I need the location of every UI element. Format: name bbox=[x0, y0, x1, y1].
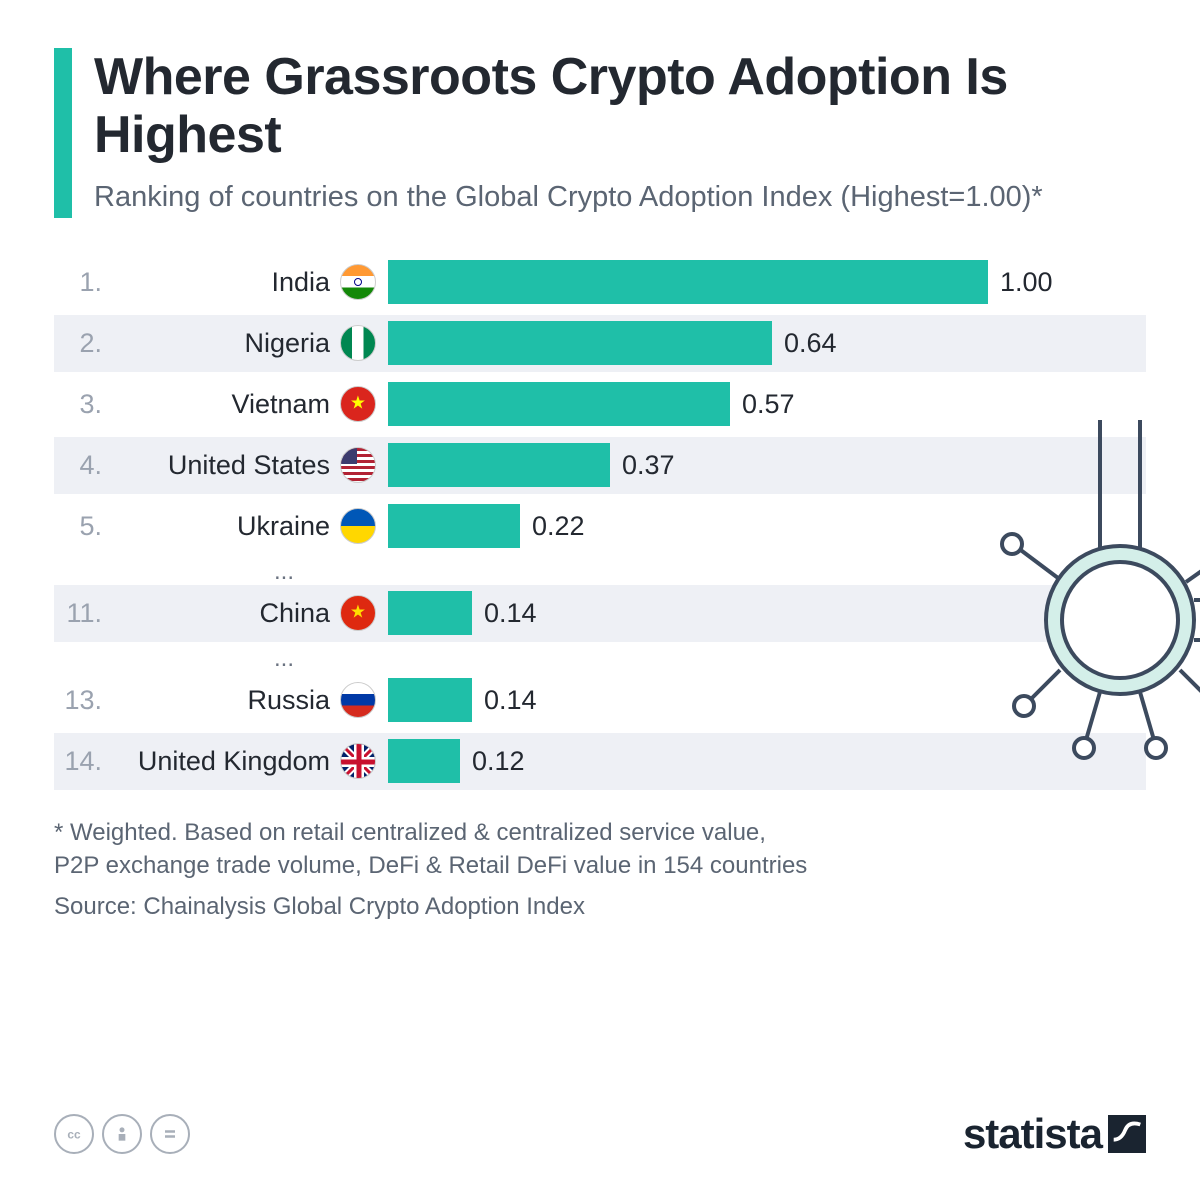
ellipsis-row: ... bbox=[54, 559, 1146, 585]
value-label: 0.22 bbox=[532, 511, 585, 542]
value-label: 1.00 bbox=[1000, 267, 1053, 298]
bar-chart: 1.India1.002.Nigeria0.643.Vietnam★0.574.… bbox=[54, 254, 1146, 790]
logo-mark-icon bbox=[1108, 1115, 1146, 1153]
footer: cc statista bbox=[54, 1110, 1146, 1158]
rank-label: 11. bbox=[54, 598, 110, 629]
ellipsis: ... bbox=[54, 645, 340, 673]
chart-row: 4.United States 0.37 bbox=[54, 437, 1146, 494]
flag-ua bbox=[340, 508, 376, 544]
nd-icon bbox=[150, 1114, 190, 1154]
country-label: Ukraine bbox=[110, 511, 340, 542]
flag-us bbox=[340, 447, 376, 483]
bar bbox=[388, 504, 520, 548]
country-label: Nigeria bbox=[110, 328, 340, 359]
by-icon bbox=[102, 1114, 142, 1154]
chart-row: 2.Nigeria 0.64 bbox=[54, 315, 1146, 372]
svg-text:cc: cc bbox=[67, 1128, 81, 1142]
rank-label: 14. bbox=[54, 746, 110, 777]
country-label: China bbox=[110, 598, 340, 629]
bar-wrap: 0.22 bbox=[388, 498, 1146, 555]
flag-gb bbox=[340, 743, 376, 779]
bar-wrap: 0.57 bbox=[388, 376, 1146, 433]
chart-row: 1.India 1.00 bbox=[54, 254, 1146, 311]
flag-vn: ★ bbox=[340, 386, 376, 422]
cc-icon: cc bbox=[54, 1114, 94, 1154]
bar bbox=[388, 591, 472, 635]
bar-wrap: 0.12 bbox=[388, 733, 1146, 790]
rank-label: 2. bbox=[54, 328, 110, 359]
value-label: 0.64 bbox=[784, 328, 837, 359]
country-label: Vietnam bbox=[110, 389, 340, 420]
header-block: Where Grassroots Crypto Adoption Is High… bbox=[54, 48, 1146, 218]
logo-text: statista bbox=[963, 1110, 1102, 1158]
chart-row: 11.China★ 0.14 bbox=[54, 585, 1146, 642]
rank-label: 1. bbox=[54, 267, 110, 298]
bar-wrap: 1.00 bbox=[388, 254, 1146, 311]
accent-bar bbox=[54, 48, 72, 218]
bar-wrap: 0.14 bbox=[388, 672, 1146, 729]
ellipsis-row: ... bbox=[54, 646, 1146, 672]
rank-label: 3. bbox=[54, 389, 110, 420]
source-line: Source: Chainalysis Global Crypto Adopti… bbox=[54, 893, 1146, 921]
flag-ng bbox=[340, 325, 376, 361]
footnote: * Weighted. Based on retail centralized … bbox=[54, 816, 1146, 883]
flag-ru bbox=[340, 682, 376, 718]
country-label: India bbox=[110, 267, 340, 298]
ellipsis: ... bbox=[54, 558, 340, 586]
bar-wrap: 0.37 bbox=[388, 437, 1146, 494]
bar bbox=[388, 678, 472, 722]
flag-in bbox=[340, 264, 376, 300]
header-text: Where Grassroots Crypto Adoption Is High… bbox=[94, 48, 1146, 218]
license-icons: cc bbox=[54, 1114, 190, 1154]
chart-row: 14.United Kingdom 0.12 bbox=[54, 733, 1146, 790]
bar-wrap: 0.64 bbox=[388, 315, 1146, 372]
bar bbox=[388, 443, 610, 487]
infographic-container: Where Grassroots Crypto Adoption Is High… bbox=[0, 0, 1200, 1200]
value-label: 0.14 bbox=[484, 685, 537, 716]
value-label: 0.57 bbox=[742, 389, 795, 420]
country-label: Russia bbox=[110, 685, 340, 716]
rank-label: 13. bbox=[54, 685, 110, 716]
bar bbox=[388, 739, 460, 783]
bar-wrap: 0.14 bbox=[388, 585, 1146, 642]
page-title: Where Grassroots Crypto Adoption Is High… bbox=[94, 48, 1146, 164]
rank-label: 4. bbox=[54, 450, 110, 481]
country-label: United Kingdom bbox=[110, 746, 340, 777]
value-label: 0.37 bbox=[622, 450, 675, 481]
page-subtitle: Ranking of countries on the Global Crypt… bbox=[94, 178, 1146, 217]
value-label: 0.12 bbox=[472, 746, 525, 777]
flag-cn: ★ bbox=[340, 595, 376, 631]
bar bbox=[388, 382, 730, 426]
country-label: United States bbox=[110, 450, 340, 481]
bar bbox=[388, 260, 988, 304]
chart-row: 13.Russia 0.14 bbox=[54, 672, 1146, 729]
rank-label: 5. bbox=[54, 511, 110, 542]
statista-logo: statista bbox=[963, 1110, 1146, 1158]
value-label: 0.14 bbox=[484, 598, 537, 629]
chart-row: 5.Ukraine 0.22 bbox=[54, 498, 1146, 555]
bar bbox=[388, 321, 772, 365]
chart-row: 3.Vietnam★ 0.57 bbox=[54, 376, 1146, 433]
